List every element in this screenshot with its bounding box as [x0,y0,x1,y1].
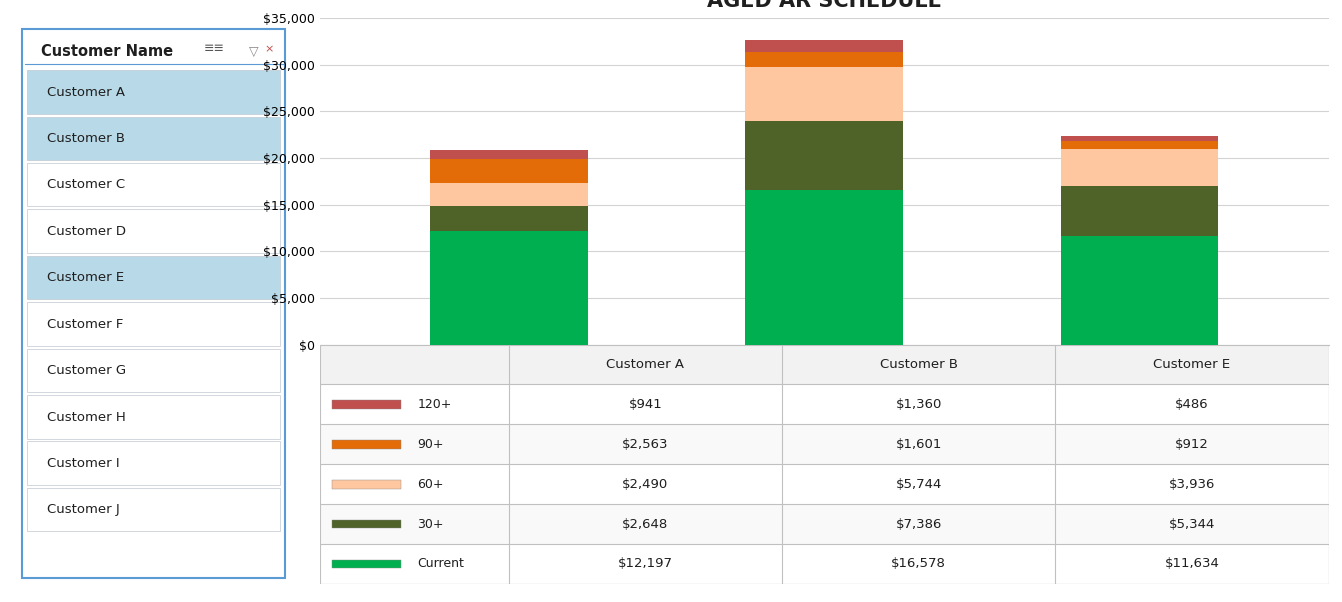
Bar [429,183,588,206]
Text: Customer J: Customer J [47,503,119,517]
Text: Customer A: Customer A [607,358,684,371]
Bar [27,302,279,346]
Bar [319,344,1329,385]
Text: ×: × [264,45,274,55]
Text: $16,578: $16,578 [891,557,946,571]
Bar [27,163,279,206]
Text: $5,344: $5,344 [1169,518,1215,530]
Legend: Current, 30+, 60+, 90+, 120+: Current, 30+, 60+, 90+, 120+ [646,598,1002,602]
Bar [331,440,401,448]
Bar [1060,141,1219,149]
Bar [27,349,279,392]
Bar [1060,137,1219,141]
Bar [745,190,903,344]
Bar [27,209,279,253]
Bar [319,544,1329,584]
Text: Customer C: Customer C [47,179,125,191]
Text: $3,936: $3,936 [1169,477,1215,491]
Text: 90+: 90+ [417,438,444,451]
Text: Customer I: Customer I [47,457,119,470]
Bar [319,464,1329,504]
Text: $1,601: $1,601 [895,438,942,451]
Bar [745,52,903,67]
Text: $2,490: $2,490 [623,477,668,491]
Bar [319,385,1329,424]
Bar [27,488,279,532]
Text: Customer Name: Customer Name [42,43,173,58]
Text: Customer F: Customer F [47,318,123,330]
Text: Customer E: Customer E [47,272,125,284]
Bar [331,520,401,529]
Text: $1,360: $1,360 [895,398,942,411]
Text: Customer H: Customer H [47,411,126,423]
Text: $912: $912 [1176,438,1209,451]
Text: Customer A: Customer A [47,85,125,99]
Bar [27,70,279,114]
Text: $2,563: $2,563 [623,438,668,451]
Text: 120+: 120+ [417,398,452,411]
Text: $486: $486 [1176,398,1209,411]
Text: $12,197: $12,197 [617,557,672,571]
Text: Current: Current [417,557,464,571]
Bar [331,480,401,489]
Bar [1060,236,1219,344]
Text: Customer E: Customer E [1153,358,1231,371]
Text: Customer D: Customer D [47,225,126,238]
Bar [331,560,401,568]
Bar [429,150,588,159]
Text: $5,744: $5,744 [895,477,942,491]
Bar [27,256,279,299]
Text: $11,634: $11,634 [1165,557,1220,571]
Text: $941: $941 [628,398,662,411]
Bar [429,231,588,344]
Text: 30+: 30+ [417,518,444,530]
Bar [429,206,588,231]
Bar [745,67,903,121]
Bar [1060,149,1219,186]
Bar [1060,186,1219,236]
Bar [745,40,903,52]
Bar [429,159,588,183]
Bar [319,504,1329,544]
Title: AGED AR SCHEDULE: AGED AR SCHEDULE [707,0,942,11]
Bar [745,121,903,190]
Bar [27,395,279,438]
Bar [319,424,1329,464]
Text: ≡≡: ≡≡ [204,42,225,55]
Text: Customer G: Customer G [47,364,126,377]
Bar [331,400,401,409]
Text: Customer B: Customer B [879,358,958,371]
Text: $2,648: $2,648 [623,518,668,530]
Text: ▽: ▽ [248,45,259,58]
Text: Customer B: Customer B [47,132,125,145]
Text: 60+: 60+ [417,477,444,491]
Bar [27,117,279,160]
Bar [27,441,279,485]
Text: $7,386: $7,386 [895,518,942,530]
